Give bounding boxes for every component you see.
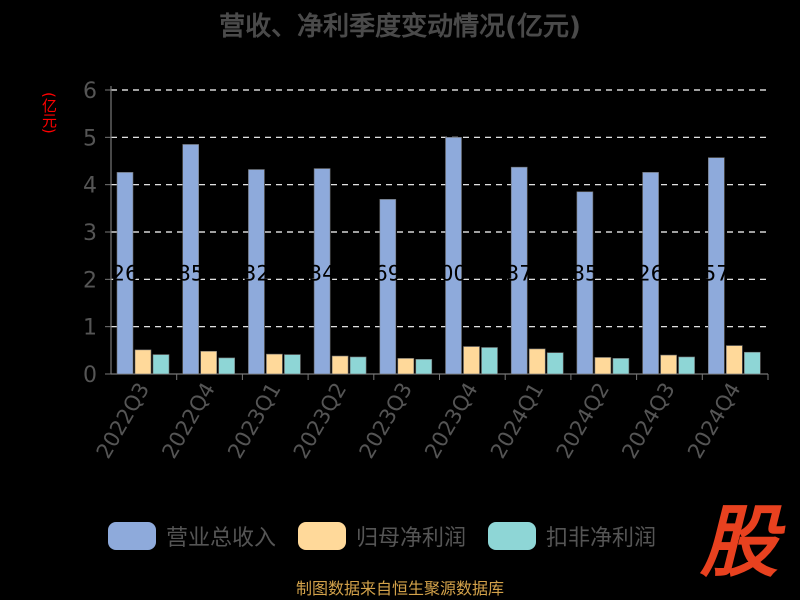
x-tick-label: 2023Q3 bbox=[355, 379, 417, 463]
x-tick-label: 2024Q2 bbox=[552, 379, 614, 463]
x-tick-label: 2024Q1 bbox=[486, 379, 548, 463]
data-label: 32 bbox=[243, 261, 270, 285]
legend-swatch-deducted-profit bbox=[488, 522, 537, 550]
bar-deducted-profit bbox=[743, 351, 761, 375]
bar-net-profit bbox=[725, 345, 743, 375]
x-tick-label: 2024Q3 bbox=[617, 379, 679, 463]
bar-net-profit bbox=[331, 355, 349, 375]
bar-revenue bbox=[116, 172, 134, 375]
bar-net-profit bbox=[463, 346, 480, 375]
bar-net-profit bbox=[528, 348, 546, 375]
bar-revenue bbox=[510, 166, 528, 375]
data-label: 00 bbox=[440, 261, 467, 285]
y-tick-label: 1 bbox=[83, 316, 97, 341]
bar-deducted-profit bbox=[678, 356, 695, 375]
legend-swatch-revenue bbox=[108, 522, 156, 550]
x-tick-label: 2024Q4 bbox=[683, 379, 745, 463]
bar-net-profit bbox=[266, 353, 283, 375]
data-label: 26 bbox=[112, 261, 139, 285]
x-tick-label: 2023Q2 bbox=[289, 379, 351, 463]
bar-deducted-profit bbox=[481, 347, 498, 375]
y-tick-label: 4 bbox=[83, 174, 97, 199]
bar-revenue bbox=[182, 144, 199, 375]
legend-label-deducted-profit: 扣非净利润 bbox=[546, 526, 657, 551]
bar-revenue bbox=[642, 172, 659, 375]
data-label: 85 bbox=[572, 261, 599, 285]
data-label: 26 bbox=[637, 261, 664, 285]
legend-item-deducted-profit[interactable]: 扣非净利润 bbox=[488, 520, 656, 552]
bar-net-profit bbox=[134, 349, 152, 375]
x-tick-label: 2022Q3 bbox=[92, 379, 154, 463]
bar-revenue bbox=[445, 137, 462, 375]
data-label: 85 bbox=[177, 261, 204, 285]
data-label: 57 bbox=[703, 261, 730, 285]
bar-deducted-profit bbox=[284, 354, 301, 375]
bar-deducted-profit bbox=[546, 352, 564, 375]
bar-net-profit bbox=[200, 350, 217, 375]
y-tick-label: 2 bbox=[83, 268, 97, 293]
y-tick-label: 5 bbox=[83, 126, 97, 151]
data-label: 69 bbox=[374, 261, 401, 285]
bar-revenue bbox=[707, 157, 725, 375]
x-tick-label: 2023Q4 bbox=[420, 378, 482, 462]
bar-net-profit bbox=[660, 354, 677, 375]
y-axis-label: (亿元) bbox=[40, 92, 58, 134]
bar-deducted-profit bbox=[612, 358, 630, 375]
logo: 股 bbox=[699, 498, 778, 588]
legend-item-revenue[interactable]: 营业总收入 bbox=[108, 520, 276, 552]
data-label: 34 bbox=[309, 261, 336, 285]
legend-item-net-profit[interactable]: 归母净利润 bbox=[298, 520, 466, 552]
bar-deducted-profit bbox=[218, 357, 235, 375]
legend: 营业总收入 归母净利润 扣非净利润 bbox=[108, 520, 656, 552]
bar-net-profit bbox=[594, 357, 612, 375]
y-tick-label: 0 bbox=[83, 363, 97, 388]
x-tick-label: 2023Q1 bbox=[223, 379, 285, 463]
y-tick-label: 3 bbox=[83, 221, 97, 246]
bar-revenue bbox=[313, 168, 331, 375]
chart-title: 营收、净利季度变动情况(亿元) bbox=[219, 12, 581, 42]
bar-deducted-profit bbox=[415, 359, 433, 375]
legend-label-revenue: 营业总收入 bbox=[166, 526, 277, 551]
bar-revenue bbox=[248, 169, 265, 375]
legend-swatch-net-profit bbox=[298, 522, 347, 550]
data-label: 37 bbox=[506, 261, 533, 285]
y-tick-label: 6 bbox=[83, 79, 97, 104]
bar-net-profit bbox=[397, 358, 415, 375]
legend-label-net-profit: 归母净利润 bbox=[356, 526, 467, 551]
bar-deducted-profit bbox=[152, 354, 170, 375]
bar-revenue bbox=[379, 199, 397, 375]
source-note: 制图数据来自恒生聚源数据库 bbox=[295, 579, 504, 598]
x-tick-label: 2022Q4 bbox=[157, 379, 219, 463]
bar-deducted-profit bbox=[349, 356, 367, 375]
bar-revenue bbox=[576, 191, 594, 375]
